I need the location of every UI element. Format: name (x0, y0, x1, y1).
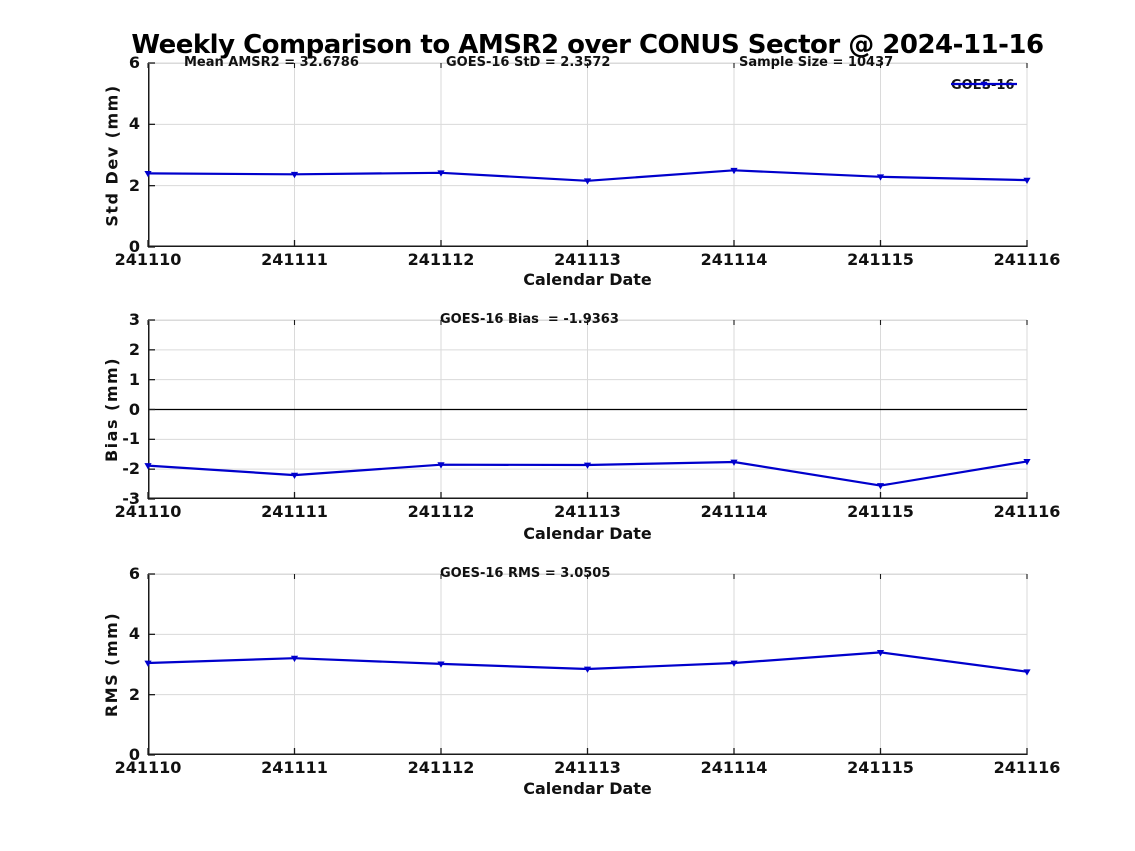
y-tick-label: 6 (128, 564, 140, 583)
y-tick-label: 2 (128, 175, 140, 195)
data-marker-icon (1023, 177, 1031, 185)
subplot-rms: RMS (mm) GOES-16 RMS = 3.0505 Calendar D… (103, 565, 1061, 798)
legend-marker-icon (980, 81, 988, 88)
data-marker-icon (290, 472, 299, 480)
y-tick-label: 6 (128, 53, 140, 72)
data-marker-icon (583, 462, 592, 469)
plot-area-rms (144, 573, 1031, 756)
x-tick-label: 241111 (261, 502, 328, 521)
x-tick-label: 241112 (407, 250, 475, 269)
data-marker-icon (290, 655, 299, 663)
legend-line-icon (951, 81, 1017, 88)
data-marker-icon (730, 660, 738, 667)
data-marker-icon (876, 174, 885, 181)
y-tick-label: -2 (122, 459, 140, 479)
data-marker-icon (1023, 669, 1031, 676)
data-marker-icon (730, 167, 738, 175)
y-axis-label-wrap: Std Dev (mm) (102, 63, 122, 247)
annotation-mean-amsr2: Mean AMSR2 = 32.6786 (184, 55, 359, 70)
legend-label: GOES-16 (951, 78, 1015, 93)
x-axis-label: Calendar Date (523, 270, 652, 289)
x-tick-label: 241115 (847, 502, 914, 521)
annotation-goes16-std: GOES-16 StD = 2.3572 (446, 55, 611, 70)
y-axis-label-wrap: RMS (mm) (102, 574, 122, 755)
x-tick-label: 241114 (700, 502, 768, 521)
data-marker-icon (437, 462, 445, 469)
x-tick-label: 241110 (114, 758, 182, 777)
x-axis-label: Calendar Date (523, 779, 652, 798)
data-marker-icon (437, 661, 445, 668)
annotation-goes16-rms: GOES-16 RMS = 3.0505 (440, 566, 611, 581)
x-tick-label: 241110 (114, 250, 182, 269)
x-tick-label: 241115 (847, 250, 914, 269)
data-marker-icon (583, 178, 592, 185)
x-tick-label: 241115 (847, 758, 914, 777)
y-tick-label: 0 (128, 237, 140, 256)
data-marker-icon (144, 660, 152, 667)
y-tick-label: 0 (128, 399, 140, 419)
plot-area-stddev (144, 62, 1031, 248)
plot-area-bias (144, 319, 1031, 500)
y-tick-label: 4 (128, 114, 140, 134)
y-tick-label: 2 (128, 684, 140, 704)
x-tick-label: 241113 (554, 250, 621, 269)
annotation-goes16-bias: GOES-16 Bias = -1.9363 (440, 312, 619, 327)
data-marker-icon (876, 483, 885, 490)
annotation-sample-size: Sample Size = 10437 (739, 55, 894, 70)
y-tick-label: 1 (128, 369, 140, 389)
data-marker-icon (730, 459, 738, 466)
subplot-bias: Bias (mm) GOES-16 Bias = -1.9363 Calenda… (103, 311, 1061, 543)
data-marker-icon (144, 463, 152, 470)
y-tick-label: 2 (128, 339, 140, 359)
x-tick-label: 241110 (114, 502, 182, 521)
x-tick-label: 241116 (993, 758, 1061, 777)
x-tick-label: 241114 (700, 250, 768, 269)
y-tick-label: -1 (122, 429, 140, 449)
data-marker-icon (583, 666, 592, 673)
subplot-stddev: Std Dev (mm) Mean AMSR2 = 32.6786 GOES-1… (103, 54, 1061, 289)
legend: GOES-16 (951, 78, 1017, 93)
data-marker-icon (876, 650, 885, 657)
x-tick-label: 241113 (554, 758, 621, 777)
y-tick-label: -3 (122, 489, 140, 508)
data-marker-icon (144, 171, 152, 178)
figure-title: Weekly Comparison to AMSR2 over CONUS Se… (131, 30, 1044, 60)
y-tick-label: 4 (128, 624, 140, 644)
x-tick-label: 241112 (407, 758, 475, 777)
x-tick-label: 241112 (407, 502, 475, 521)
y-tick-label: 3 (128, 310, 140, 329)
x-tick-label: 241114 (700, 758, 768, 777)
data-marker-icon (437, 170, 445, 177)
data-marker-icon (1023, 459, 1031, 466)
x-tick-label: 241111 (261, 758, 328, 777)
x-tick-label: 241116 (993, 250, 1061, 269)
x-tick-label: 241113 (554, 502, 621, 521)
x-tick-label: 241111 (261, 250, 328, 269)
data-marker-icon (290, 171, 299, 179)
y-axis-label: Std Dev (mm) (102, 83, 122, 227)
x-tick-label: 241116 (993, 502, 1061, 521)
x-axis-label: Calendar Date (523, 524, 652, 543)
y-tick-label: 0 (128, 745, 140, 764)
